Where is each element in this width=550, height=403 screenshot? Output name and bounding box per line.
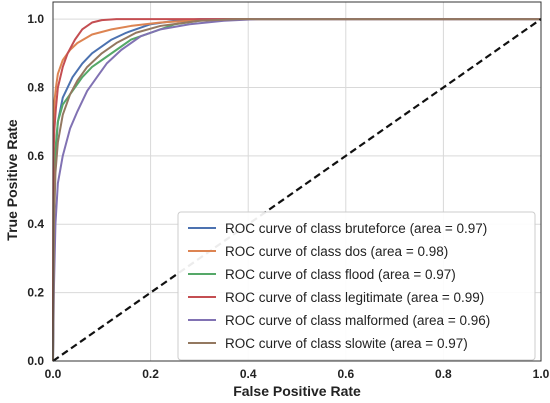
- roc-series-line: [52, 18, 541, 362]
- x-tick-label: 0.4: [240, 367, 257, 381]
- roc-series-line: [52, 18, 541, 362]
- legend-box: [177, 211, 536, 361]
- legend-entry: ROC curve of class flood (area = 0.97): [225, 267, 456, 282]
- y-axis-title: True Positive Rate: [4, 119, 20, 241]
- legend-entry: ROC curve of class bruteforce (area = 0.…: [225, 221, 487, 236]
- y-tick-label: 1.0: [27, 12, 44, 26]
- x-tick-label: 0.6: [337, 367, 354, 381]
- legend: ROC curve of class bruteforce (area = 0.…: [177, 211, 536, 361]
- roc-series-line: [52, 18, 541, 362]
- x-tick-label: 1.0: [533, 367, 550, 381]
- plot-frame: [52, 1, 542, 362]
- y-tick-label: 0.0: [27, 354, 44, 368]
- legend-entry: ROC curve of class malformed (area = 0.9…: [225, 313, 490, 328]
- y-tick-label: 0.8: [27, 80, 44, 94]
- chance-diagonal-line: [52, 18, 542, 362]
- y-tick-label: 0.4: [27, 217, 44, 231]
- legend-entry: ROC curve of class slowite (area = 0.97): [225, 336, 468, 351]
- x-tick-label: 0.0: [45, 367, 62, 381]
- series-layer: [52, 18, 542, 362]
- tick-labels: 0.0 0.2 0.4 0.6 0.8 1.0 0.0 0.2 0.4 0.6 0.8 1.0: [27, 12, 549, 381]
- x-tick-label: 0.8: [435, 367, 452, 381]
- x-tick-label: 0.2: [142, 367, 159, 381]
- legend-entry: ROC curve of class legitimate (area = 0.…: [225, 290, 484, 305]
- plot-border: [52, 1, 542, 362]
- x-axis-title: False Positive Rate: [233, 383, 361, 399]
- y-tick-label: 0.6: [27, 149, 44, 163]
- roc-series-line: [52, 18, 541, 362]
- legend-entry: ROC curve of class dos (area = 0.98): [225, 244, 448, 259]
- y-tick-label: 0.2: [27, 286, 44, 300]
